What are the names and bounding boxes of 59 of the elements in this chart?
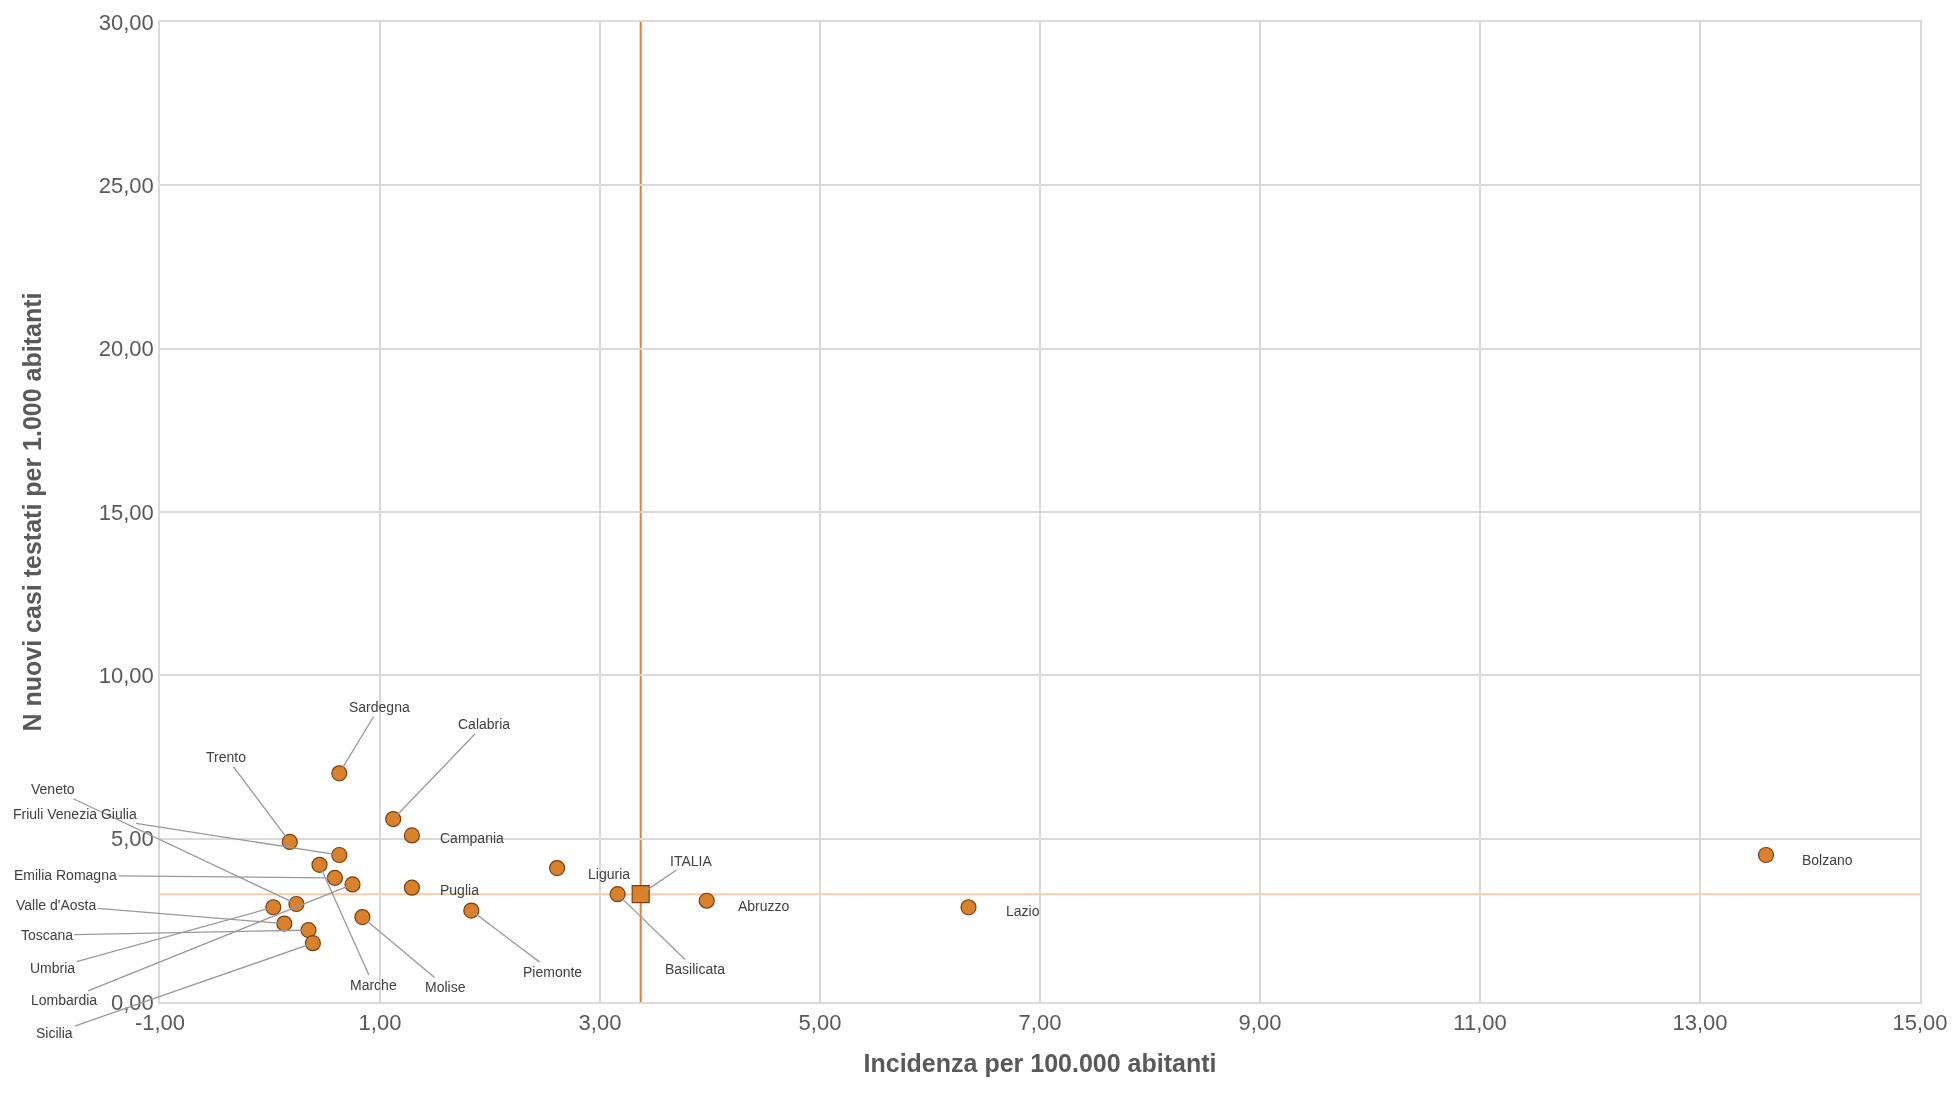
y-tick-label: 5,00 xyxy=(111,826,154,852)
annotation: Marche xyxy=(350,977,397,993)
x-tick-label: 1,00 xyxy=(358,1010,402,1036)
annotation: Trento xyxy=(206,749,247,765)
annotation: Piemonte xyxy=(523,964,583,980)
x-tick-label: 7,00 xyxy=(1018,1010,1062,1036)
x-tick-label: 13,00 xyxy=(1672,1010,1728,1036)
annotation: Bolzano xyxy=(1802,852,1853,868)
point xyxy=(1757,846,1775,864)
point xyxy=(463,902,480,919)
point xyxy=(549,859,566,877)
annotation: Basilicata xyxy=(665,961,726,977)
annotation: Puglia xyxy=(440,882,480,898)
annotation: Abruzzo xyxy=(738,898,790,914)
x-axis-title: Incidenza per 100.000 abitanti xyxy=(863,1048,1217,1077)
x-tick-label: 3,00 xyxy=(578,1010,622,1036)
annotation: Emilia Romagna xyxy=(14,867,117,883)
x-tick-label: 5,00 xyxy=(798,1010,842,1036)
point xyxy=(331,765,348,782)
y-tick-label: 25,00 xyxy=(98,173,154,199)
y-tick-label: 10,00 xyxy=(98,663,154,689)
annotation: Sicilia xyxy=(36,1025,73,1041)
annotation: Campania xyxy=(440,830,505,846)
point xyxy=(609,886,626,903)
y-tick-label: 30,00 xyxy=(98,9,154,35)
point xyxy=(311,856,328,873)
annotation: Lombardia xyxy=(31,992,98,1008)
x-tick-label: 11,00 xyxy=(1453,1010,1507,1036)
point xyxy=(403,879,420,896)
x-tick-label: 9,00 xyxy=(1238,1010,1282,1036)
point xyxy=(304,935,321,952)
annotation: ITALIA xyxy=(670,853,713,869)
annotation: Lazio xyxy=(1006,903,1040,919)
y-tick-label: 15,00 xyxy=(98,499,154,525)
point xyxy=(354,908,371,926)
annotation: Toscana xyxy=(21,927,74,943)
point xyxy=(631,885,650,904)
point xyxy=(276,915,293,932)
point xyxy=(331,846,348,864)
point xyxy=(403,827,420,844)
point xyxy=(960,899,977,916)
y-axis-title: N nuovi casi testati per 1.000 abitanti xyxy=(18,292,47,732)
point xyxy=(281,833,298,851)
annotation: Sardegna xyxy=(349,699,410,715)
x-tick-label: 15,00 xyxy=(1892,1010,1948,1036)
point xyxy=(265,899,282,916)
annotation: Umbria xyxy=(30,960,76,976)
point xyxy=(326,869,343,886)
point xyxy=(698,892,715,909)
point xyxy=(300,922,317,939)
point xyxy=(344,876,361,893)
annotation: Valle d'Aosta xyxy=(16,897,97,913)
y-tick-label: 20,00 xyxy=(98,336,154,362)
annotation: Liguria xyxy=(588,866,631,882)
annotation: Friuli Venezia Giulia xyxy=(13,806,137,822)
annotation: Veneto xyxy=(31,781,75,797)
annotation: Calabria xyxy=(458,716,511,732)
annotation: Molise xyxy=(425,979,466,995)
point xyxy=(385,810,402,828)
